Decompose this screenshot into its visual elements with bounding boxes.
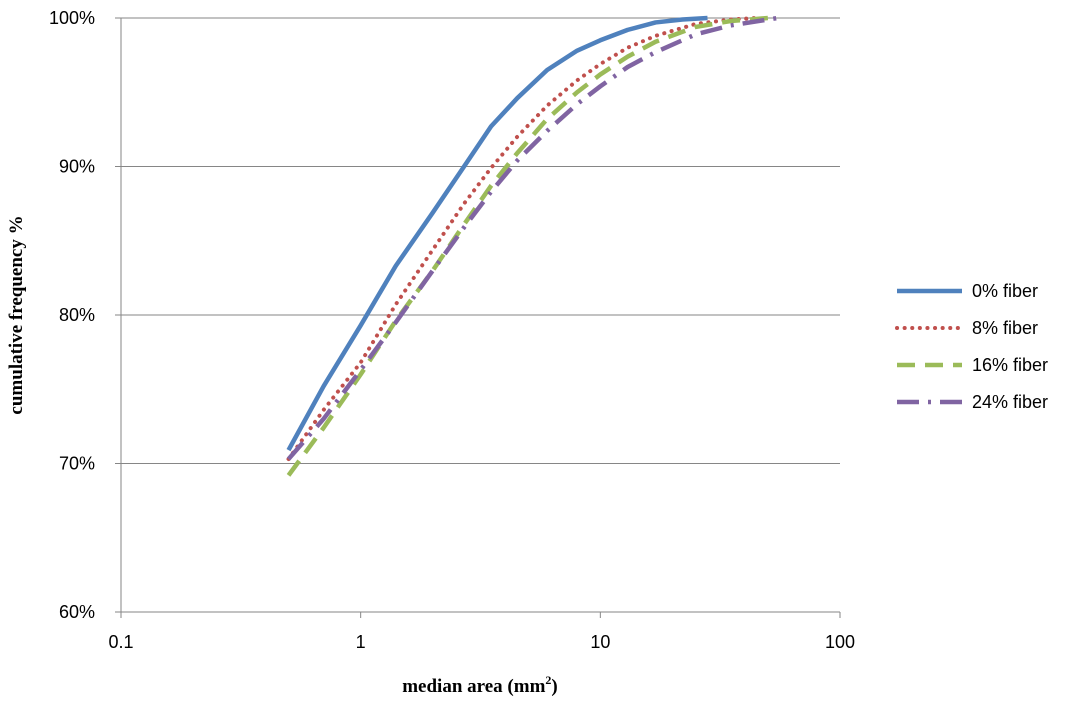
legend-label-2: 16% fiber: [972, 355, 1048, 375]
y-tick-label: 90%: [59, 157, 95, 177]
y-axis-title: cumulative frequency %: [6, 215, 27, 414]
legend: 0% fiber 8% fiber 16% fiber 24% fiber: [895, 281, 1048, 412]
x-tick-label: 1: [356, 632, 366, 652]
y-tick-label: 70%: [59, 454, 95, 474]
series-line-1: [286, 16, 759, 462]
x-tick-label: 10: [590, 632, 610, 652]
series-layer: [286, 15, 779, 477]
series-line-3: [286, 15, 779, 461]
legend-label-3: 24% fiber: [972, 392, 1048, 412]
x-tick-label: 100: [825, 632, 855, 652]
legend-label-0: 0% fiber: [972, 281, 1038, 301]
series-line-0: [286, 15, 708, 452]
y-tick-label: 100%: [49, 8, 95, 28]
y-tick-label: 60%: [59, 602, 95, 622]
x-tick-label: 0.1: [108, 632, 133, 652]
x-axis-title: median area (mm2): [402, 673, 558, 697]
y-tick-label: 80%: [59, 305, 95, 325]
axes: [115, 17, 841, 618]
gridlines: [121, 17, 840, 464]
legend-label-1: 8% fiber: [972, 318, 1038, 338]
tick-labels: 60% 70% 80% 90% 100% 0.1 1 10 100: [49, 8, 855, 652]
